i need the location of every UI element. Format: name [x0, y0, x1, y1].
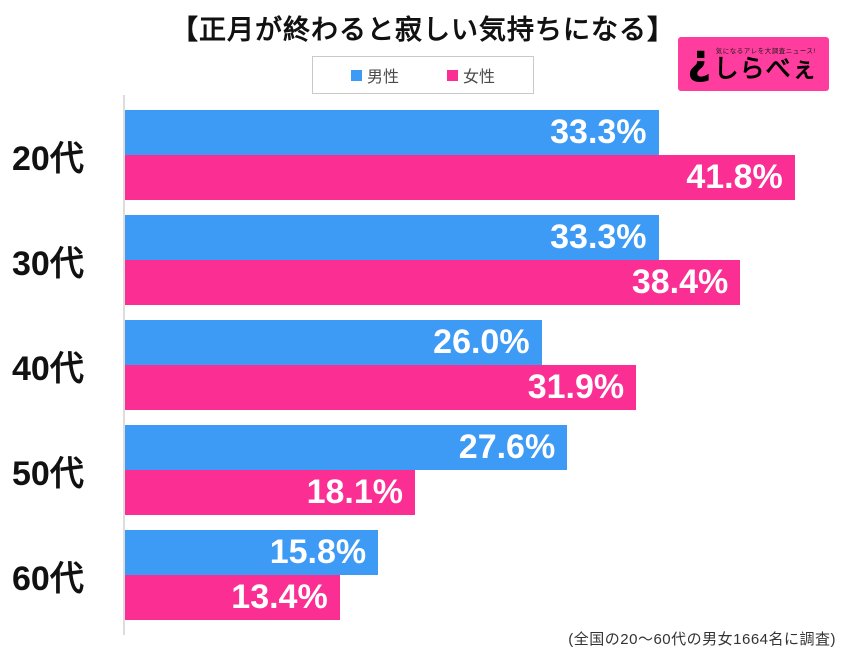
- bar-female: 41.8%: [125, 155, 795, 200]
- bar-male: 27.6%: [125, 425, 568, 470]
- category-label: 60代: [12, 559, 84, 598]
- bar-female: 38.4%: [125, 260, 741, 305]
- category-label: 20代: [12, 139, 84, 178]
- logo-name: しらべぇ: [713, 54, 818, 83]
- chart-title: 【正月が終わると寂しい気持ちになる】: [171, 15, 675, 45]
- bar-value-label: 27.6%: [458, 428, 556, 466]
- bar-group: 27.6% 18.1%: [125, 425, 846, 515]
- shirabee-mark-icon: ¿: [687, 35, 712, 84]
- bar-value-label: 33.3%: [550, 218, 647, 256]
- bar-group: 15.8% 13.4%: [125, 530, 846, 620]
- logo-tagline: 気になるアレを大調査ニュース!: [715, 47, 816, 55]
- bar-male: 26.0%: [125, 320, 542, 365]
- chart-row: 20代 33.3% 41.8%: [0, 110, 846, 200]
- chart-rows: 20代 33.3% 41.8% 30代 33.3% 38.4% 40代 26.0…: [0, 110, 846, 620]
- category-label: 50代: [12, 454, 84, 493]
- legend-item-female: 女性: [447, 63, 495, 87]
- bar-male: 33.3%: [125, 110, 659, 155]
- bar-female: 18.1%: [125, 470, 415, 515]
- bar-group: 33.3% 41.8%: [125, 110, 846, 200]
- female-swatch-icon: [447, 69, 458, 81]
- male-swatch-icon: [350, 69, 362, 81]
- chart-row: 50代 27.6% 18.1%: [0, 425, 846, 515]
- category-label: 30代: [12, 244, 84, 283]
- bar-value-label: 13.4%: [231, 578, 328, 616]
- legend-item-male: 男性: [350, 63, 399, 87]
- bar-female: 31.9%: [125, 365, 637, 410]
- bar-value-label: 26.0%: [433, 323, 530, 361]
- chart-row: 30代 33.3% 38.4%: [0, 215, 846, 305]
- survey-footnote: (全国の20〜60代の男女1664名に調査): [568, 631, 836, 648]
- legend-row: 男性 女性: [0, 56, 846, 94]
- legend-female-label: 女性: [463, 69, 496, 86]
- bar-value-label: 31.9%: [527, 368, 625, 406]
- legend-male-label: 男性: [366, 69, 399, 86]
- legend-box: 男性 女性: [311, 56, 535, 94]
- bar-group: 33.3% 38.4%: [125, 215, 846, 305]
- chart-row: 40代 26.0% 31.9%: [0, 320, 846, 410]
- bar-value-label: 41.8%: [686, 158, 783, 196]
- bar-male: 33.3%: [125, 215, 659, 260]
- bar-value-label: 18.1%: [306, 473, 403, 511]
- logo-text: 気になるアレを大調査ニュース! しらべぇ: [711, 45, 820, 84]
- bar-value-label: 33.3%: [550, 113, 647, 151]
- bar-female: 13.4%: [125, 575, 340, 620]
- bar-group: 26.0% 31.9%: [125, 320, 846, 410]
- y-axis-line: [123, 95, 125, 635]
- bar-value-label: 38.4%: [631, 263, 729, 301]
- chart-row: 60代 15.8% 13.4%: [0, 530, 846, 620]
- bar-chart: 20代 33.3% 41.8% 30代 33.3% 38.4% 40代 26.0…: [0, 95, 846, 635]
- bar-value-label: 15.8%: [269, 533, 367, 571]
- category-label: 40代: [12, 349, 84, 388]
- bar-male: 15.8%: [125, 530, 379, 575]
- shirabee-logo: ¿ 気になるアレを大調査ニュース! しらべぇ: [678, 37, 829, 91]
